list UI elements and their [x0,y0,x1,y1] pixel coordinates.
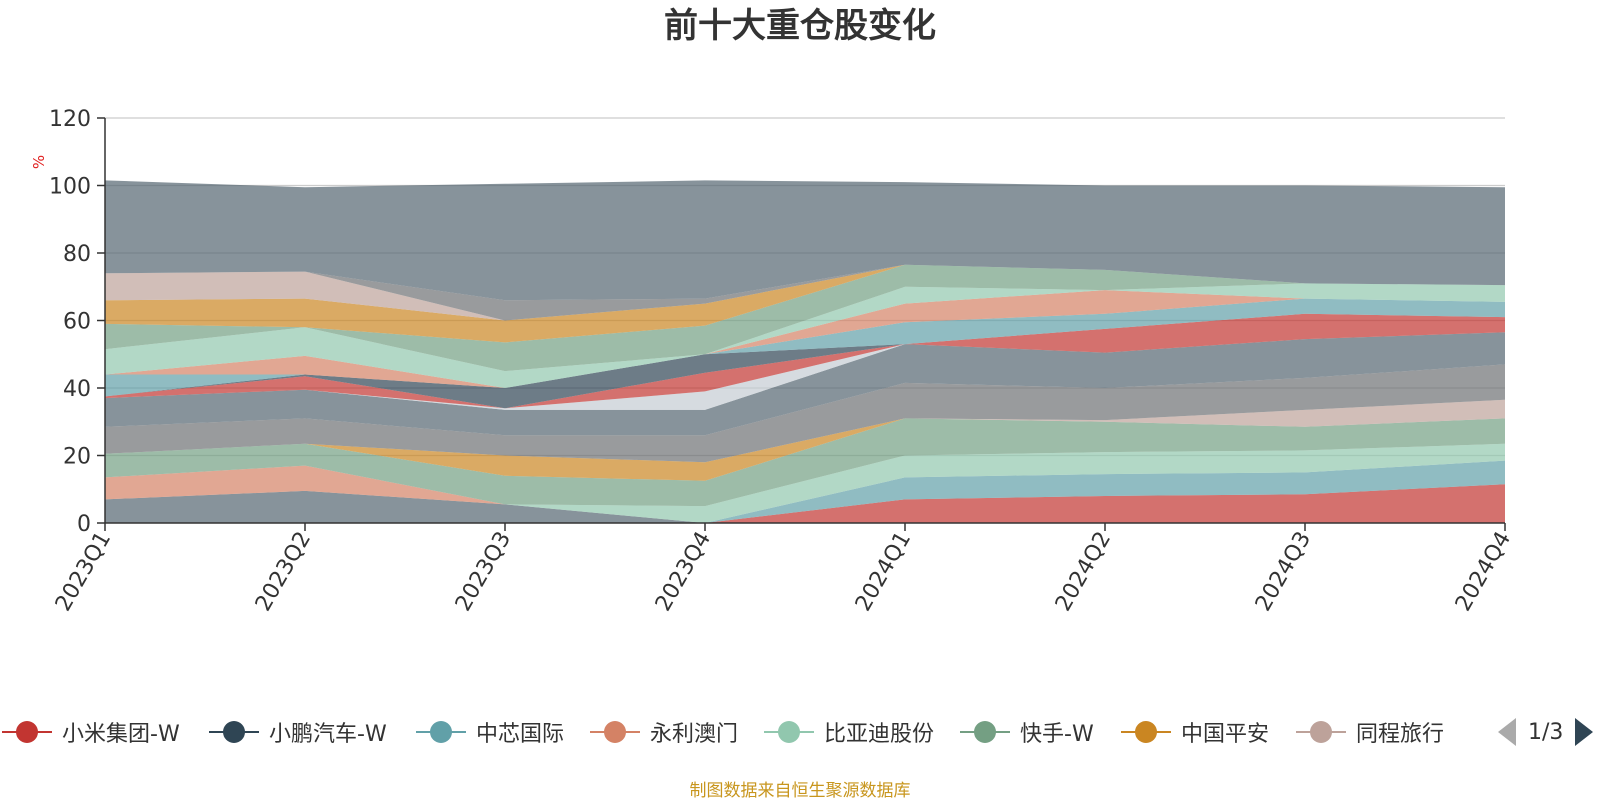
area-series-14[interactable] [105,298,1505,397]
legend-marker-icon [416,712,466,752]
legend-label: 同程旅行 [1356,722,1445,747]
legend-item[interactable]: 小鹏汽车-W [209,712,387,752]
x-tick-label: 2023Q2 [251,528,316,616]
area-series-18[interactable] [105,264,1505,343]
area-series-11[interactable] [105,332,1505,410]
area-series-5[interactable] [105,443,1505,523]
legend-label: 比亚迪股份 [824,722,935,747]
legend-item[interactable]: 中芯国际 [416,712,564,752]
x-tick-label: 2024Q2 [1051,528,1116,616]
y-tick-label: 0 [77,512,91,537]
area-series-4[interactable] [105,460,1505,523]
stacked-area-chart: 0 20 40 60 80 100 120 2023Q1 2023Q2 2023Q3 2023Q4 2… [30,107,1516,616]
area-series-1[interactable] [105,484,1505,523]
legend-marker-icon [209,712,259,752]
y-tick-label: 20 [63,445,91,470]
area-series-7[interactable] [105,418,1505,481]
x-tick-label: 2024Q3 [1251,528,1316,616]
area-series-13[interactable] [105,313,1505,409]
chevron-right-icon[interactable] [1575,718,1594,746]
chevron-left-icon[interactable] [1498,718,1516,746]
legend-label: 中国平安 [1181,722,1270,747]
legend-marker-icon [590,712,640,752]
area-series-9[interactable] [105,364,1505,463]
x-tick-label: 2023Q3 [451,528,516,616]
x-tick-label: 2023Q4 [651,528,716,616]
area-series-6[interactable] [105,418,1505,507]
legend-item[interactable]: 永利澳门 [590,712,738,752]
area-series-10[interactable] [105,332,1505,436]
legend-pager: 1/3 [1498,712,1594,752]
area-series-12[interactable] [105,313,1505,409]
y-tick-label: 80 [63,242,91,267]
y-axis-unit-label: % [30,155,48,169]
legend-item[interactable]: 同程旅行 [1296,712,1444,752]
y-tick-label: 100 [49,175,91,200]
area-series-16[interactable] [105,283,1505,388]
y-tick-label: 60 [63,310,91,335]
legend-label: 小鹏汽车-W [269,722,387,747]
area-series-3[interactable] [105,460,1505,523]
legend-marker-icon [1121,712,1171,752]
legend-label: 中芯国际 [476,722,565,747]
legend-item[interactable]: 小米集团-W [2,712,180,752]
legend-marker-icon [2,712,52,752]
legend-label: 永利澳门 [650,722,739,747]
legend-item[interactable]: 中国平安 [1121,712,1269,752]
legend-marker-icon [960,712,1010,752]
area-series-17[interactable] [105,264,1505,372]
area-series-19[interactable] [105,264,1505,321]
legend-label: 小米集团-W [62,722,180,747]
chart-title: 前十大重仓股变化 [664,6,936,46]
x-tick-label: 2024Q1 [851,528,916,616]
area-series-21[interactable] [105,180,1505,301]
legend-item[interactable]: 快手-W [960,712,1094,752]
legend-item[interactable]: 比亚迪股份 [764,712,934,752]
area-series-2[interactable] [105,484,1505,523]
legend-marker-icon [1296,712,1346,752]
legend: 小米集团-W 小鹏汽车-W 中芯国际 永利澳门 比亚迪股份 快手-W 中国平安 同程旅行 1/… [0,712,1600,752]
legend-label: 快手-W [1020,722,1094,747]
legend-marker-icon [764,712,814,752]
x-tick-label: 2024Q4 [1451,528,1516,616]
area-series-layer [105,180,1505,523]
y-tick-label: 40 [63,377,91,402]
y-tick-label: 120 [49,107,91,132]
legend-page-indicator: 1/3 [1528,719,1564,745]
source-note: 制图数据来自恒生聚源数据库 [689,781,911,801]
area-series-20[interactable] [105,264,1505,321]
x-tick-label: 2023Q1 [51,528,116,616]
